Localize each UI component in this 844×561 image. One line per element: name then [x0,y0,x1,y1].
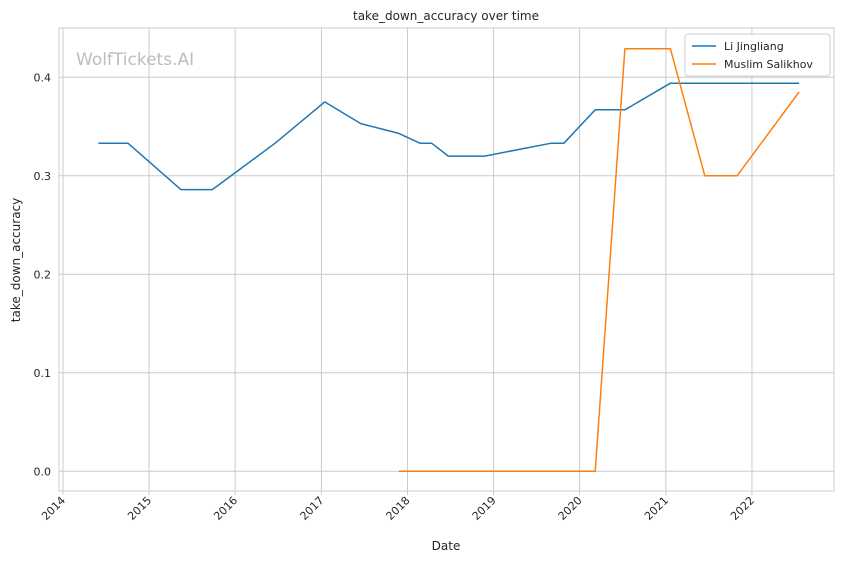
series-lines [98,47,800,473]
watermark-text: WolfTickets.AI [76,50,194,70]
y-tick-label: 0.1 [34,367,52,380]
chart-title: take_down_accuracy over time [353,9,539,23]
y-axis-label: take_down_accuracy [9,198,23,322]
y-tick-labels: 0.0 0.1 0.2 0.3 0.4 [34,71,52,478]
x-axis-label: Date [432,539,461,553]
y-tick-label: 0.0 [34,465,52,478]
y-tick-label: 0.3 [34,170,52,183]
y-tick-label: 0.2 [34,268,52,281]
legend-label-li-jingliang: Li Jingliang [724,40,784,53]
legend-label-muslim-salikhov: Muslim Salikhov [724,58,813,71]
plot-frame [58,27,835,492]
series-line-muslim-salikhov [398,47,800,473]
legend-box [684,33,831,77]
series-line-li-jingliang [98,82,800,191]
legend: Li Jingliang Muslim Salikhov [684,33,831,77]
y-tick-label: 0.4 [34,71,52,84]
